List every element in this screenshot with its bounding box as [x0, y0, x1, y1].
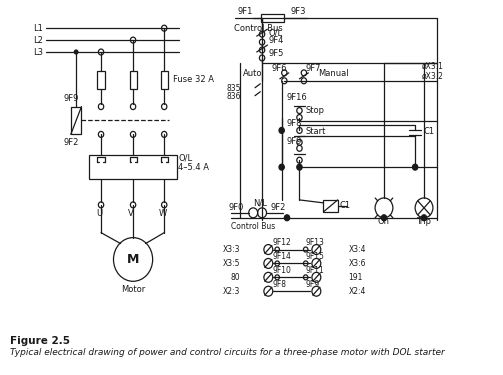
Text: 9F2: 9F2	[271, 203, 286, 212]
Text: 9F0: 9F0	[228, 203, 243, 212]
Text: 836: 836	[226, 92, 241, 101]
Text: 835: 835	[226, 84, 241, 93]
Circle shape	[381, 215, 387, 221]
Text: 9F14: 9F14	[273, 252, 292, 261]
Text: Figure 2.5: Figure 2.5	[10, 336, 70, 346]
Text: X3:6: X3:6	[349, 259, 366, 268]
Text: 9F12: 9F12	[273, 238, 292, 247]
Circle shape	[422, 215, 427, 221]
Text: V: V	[128, 209, 134, 218]
Circle shape	[279, 164, 284, 170]
Text: X3:3: X3:3	[222, 245, 240, 254]
Circle shape	[284, 215, 290, 221]
Bar	[261, 14, 284, 22]
Text: O/L: O/L	[268, 28, 283, 38]
Text: 9F11: 9F11	[306, 266, 324, 275]
Text: U: U	[96, 209, 102, 218]
Text: W: W	[158, 209, 166, 218]
Text: 9F13: 9F13	[306, 238, 324, 247]
Text: M: M	[127, 253, 139, 266]
Circle shape	[297, 164, 302, 170]
Text: X2:4: X2:4	[349, 287, 366, 296]
Text: 9F7: 9F7	[306, 64, 321, 74]
Text: Trip: Trip	[416, 217, 432, 226]
Bar	[89, 155, 177, 179]
Bar	[71, 106, 81, 134]
Text: L2: L2	[33, 36, 43, 45]
Text: 9F2: 9F2	[64, 138, 79, 147]
Text: Manual: Manual	[318, 69, 349, 78]
Text: 9F10: 9F10	[273, 266, 292, 275]
Text: 9F1: 9F1	[237, 7, 253, 16]
Text: Control Bus: Control Bus	[233, 24, 282, 33]
Text: 9F5: 9F5	[268, 50, 284, 58]
Text: Control Bus: Control Bus	[231, 222, 275, 231]
Text: Stop: Stop	[306, 106, 324, 115]
Text: C1: C1	[423, 127, 434, 136]
Circle shape	[279, 128, 284, 134]
Text: 191: 191	[349, 273, 363, 282]
Text: On: On	[378, 217, 390, 226]
Text: 9F9: 9F9	[64, 94, 79, 103]
Bar	[98, 71, 105, 89]
Text: L1: L1	[33, 24, 43, 33]
Text: 9F6: 9F6	[272, 64, 287, 74]
Text: 9F15: 9F15	[306, 252, 324, 261]
Text: 80: 80	[230, 273, 240, 282]
Text: X3:5: X3:5	[222, 259, 240, 268]
Text: 9F9: 9F9	[306, 280, 320, 289]
Text: Fuse 32 A: Fuse 32 A	[173, 75, 214, 84]
Text: Motor: Motor	[121, 285, 145, 294]
Text: Start: Start	[306, 127, 326, 136]
Text: X2:3: X2:3	[222, 287, 240, 296]
Text: Auto: Auto	[242, 69, 262, 78]
Text: O/L: O/L	[179, 154, 193, 163]
Text: L3: L3	[33, 48, 43, 57]
Bar	[160, 71, 168, 89]
Text: 9F3: 9F3	[291, 7, 306, 16]
Text: 9F4: 9F4	[268, 36, 284, 45]
Text: 4–5.4 A: 4–5.4 A	[179, 163, 209, 172]
Text: øX3.1: øX3.1	[422, 62, 443, 70]
Text: 9F8: 9F8	[273, 280, 287, 289]
Text: X3:4: X3:4	[349, 245, 366, 254]
Bar	[129, 71, 137, 89]
Text: øX3.2: øX3.2	[422, 71, 443, 80]
Circle shape	[74, 50, 78, 54]
Text: N/L: N/L	[253, 198, 267, 207]
Bar	[323, 200, 338, 212]
Text: Typical electrical drawing of power and control circuits for a three-phase motor: Typical electrical drawing of power and …	[10, 348, 445, 357]
Text: C1: C1	[340, 201, 351, 210]
Text: 9F16: 9F16	[286, 93, 307, 102]
Text: 9F9: 9F9	[286, 137, 301, 146]
Circle shape	[412, 164, 418, 170]
Text: 9F8: 9F8	[286, 119, 302, 128]
